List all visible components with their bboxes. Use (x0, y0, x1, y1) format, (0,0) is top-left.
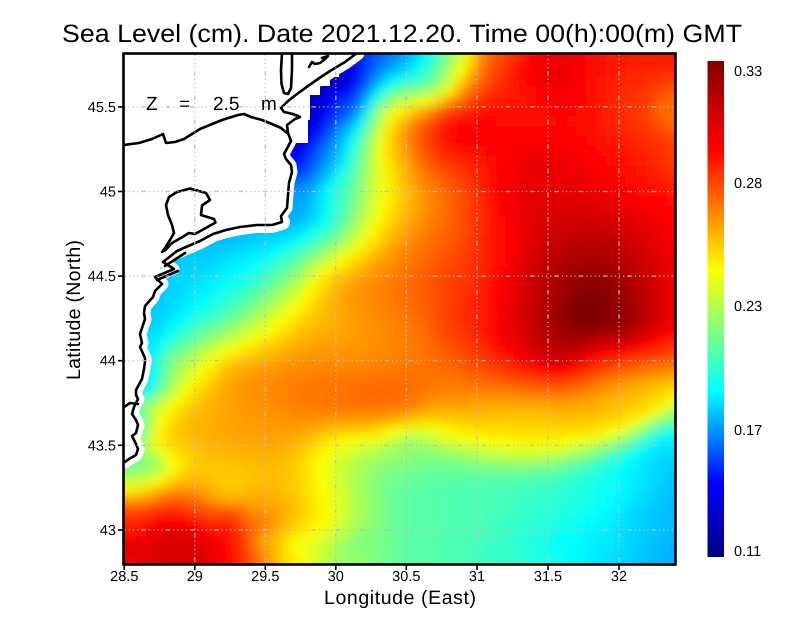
svg-text:32: 32 (611, 569, 627, 585)
svg-text:43.5: 43.5 (88, 438, 116, 454)
svg-text:0.28: 0.28 (734, 176, 762, 192)
svg-text:45: 45 (100, 185, 116, 201)
svg-text:=: = (179, 94, 190, 115)
svg-text:m: m (261, 94, 277, 115)
svg-text:44.5: 44.5 (88, 269, 116, 285)
svg-text:44: 44 (100, 354, 116, 370)
svg-text:Latitude (North): Latitude (North) (63, 240, 85, 380)
svg-text:29.5: 29.5 (251, 569, 279, 585)
svg-text:31.5: 31.5 (534, 569, 562, 585)
svg-text:29: 29 (187, 569, 203, 585)
svg-text:0.23: 0.23 (734, 299, 762, 315)
svg-text:0.11: 0.11 (734, 544, 761, 560)
svg-text:0.17: 0.17 (734, 423, 762, 439)
svg-text:31: 31 (469, 569, 485, 585)
svg-text:0.33: 0.33 (734, 64, 762, 80)
svg-text:2.5: 2.5 (213, 94, 239, 115)
svg-text:43: 43 (100, 523, 116, 539)
svg-text:28.5: 28.5 (110, 569, 138, 585)
svg-text:30: 30 (328, 569, 344, 585)
svg-text:Z: Z (146, 94, 158, 115)
svg-text:Sea Level (cm). Date 2021.12.2: Sea Level (cm). Date 2021.12.20. Time 00… (62, 20, 742, 48)
svg-text:45.5: 45.5 (88, 100, 116, 116)
svg-text:30.5: 30.5 (392, 569, 420, 585)
svg-text:Longitude (East): Longitude (East) (324, 587, 476, 609)
